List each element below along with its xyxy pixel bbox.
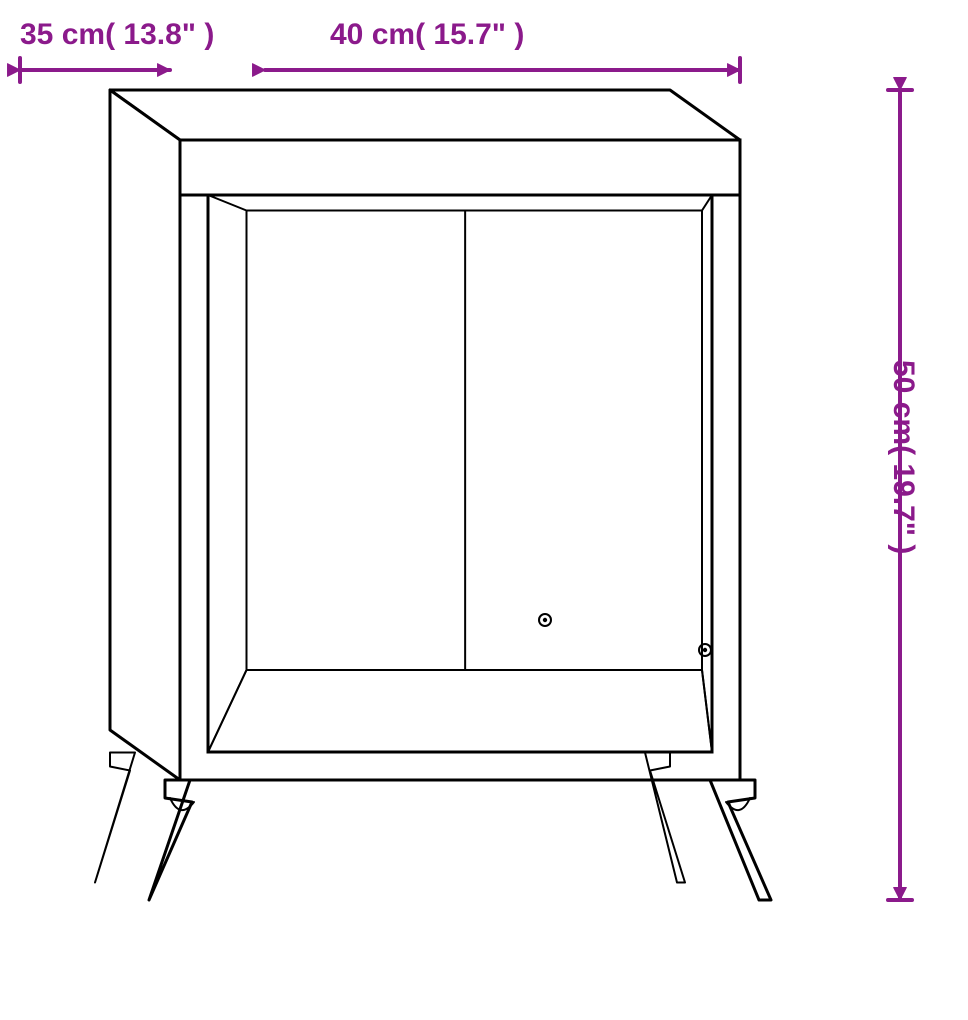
diagram-svg (0, 0, 968, 1020)
dimension-depth-label: 35 cm( 13.8" ) (20, 18, 214, 52)
dimension-width-label: 40 cm( 15.7" ) (330, 18, 524, 52)
diagram-stage: 35 cm( 13.8" ) 40 cm( 15.7" ) 50 cm( 19.… (0, 0, 968, 1020)
dimension-height-label: 50 cm( 19.7" ) (886, 360, 920, 554)
